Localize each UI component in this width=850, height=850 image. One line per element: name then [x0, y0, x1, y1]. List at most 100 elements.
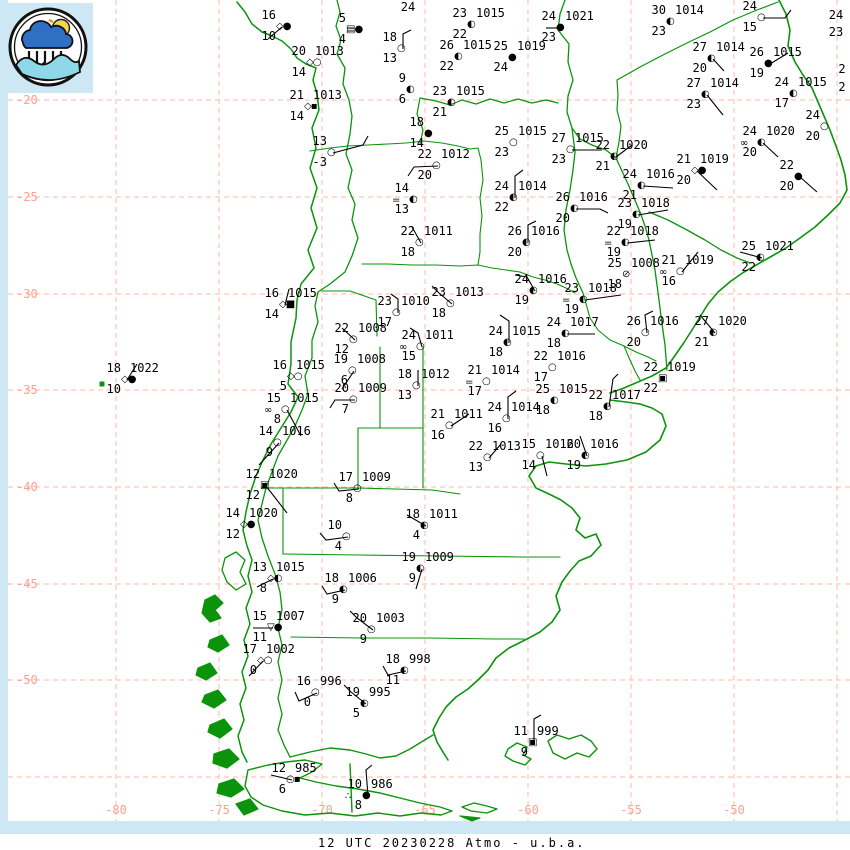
station-pressure: 1015 [773, 45, 802, 59]
station-pressure: 1016 [282, 424, 311, 438]
station-temperature: 16 [272, 358, 287, 372]
station-pressure: 1014 [716, 40, 745, 54]
station-dewpoint: 7 [341, 402, 349, 416]
station-weather-symbol: ∞ [740, 138, 749, 149]
wind-barb [541, 455, 548, 477]
station-pressure: 1015 [798, 75, 827, 89]
station-symbol: ◐ [581, 450, 590, 461]
wind-barb [409, 327, 423, 348]
station-symbol: ◐ [757, 137, 766, 148]
station-symbol: ◇● [691, 165, 706, 176]
wind-barb [499, 314, 510, 343]
station-pressure: 1013 [313, 88, 342, 102]
station-symbol: ○ [311, 687, 320, 698]
station-temperature: 23 [377, 294, 392, 308]
station-symbol: ● [424, 128, 433, 139]
station-dewpoint: 21 [432, 105, 447, 119]
station-symbol: ▣ [528, 737, 538, 748]
station-dewpoint: 10 [106, 382, 121, 396]
lon-axis-label: -75 [208, 803, 230, 817]
station-dewpoint: 18 [546, 336, 561, 350]
station-temperature: 10 [347, 777, 362, 791]
station-pressure: 1022 [130, 361, 159, 375]
station-pressure: 1019 [700, 152, 729, 166]
station-temperature: 24 [742, 124, 757, 138]
station-dewpoint: 22 [741, 260, 756, 274]
station-label: 2 [838, 80, 846, 94]
station-symbol: ◐ [610, 151, 619, 162]
station-pressure: 1015 [512, 324, 541, 338]
lat-axis-label: -40 [16, 480, 38, 494]
station-pressure: 1016 [557, 349, 586, 363]
station-temperature: 17 [338, 470, 353, 484]
station-temperature: 16 [296, 674, 311, 688]
station-symbol: ○ [566, 144, 575, 155]
station-temperature: 27 [692, 40, 707, 54]
wind-barb [265, 485, 288, 514]
station-symbol: ○ [536, 450, 545, 461]
station-pressure: 1012 [441, 147, 470, 161]
station-pressure: 1008 [631, 256, 660, 270]
wind-barb [527, 220, 537, 243]
station-temperature: 22 [533, 349, 548, 363]
station-dewpoint: 19 [617, 217, 632, 231]
patagonia-borders [282, 553, 561, 640]
wind-barb [319, 532, 349, 541]
station-symbol: ○ [412, 380, 421, 391]
station-symbol: ◐ [467, 19, 476, 30]
magellan-south-coast [289, 734, 434, 759]
station-temperature: 21 [661, 253, 676, 267]
station-symbol: ○ [483, 452, 492, 463]
station-dewpoint: 12 [225, 527, 240, 541]
station-temperature: 23 [617, 196, 632, 210]
station-dewpoint: 17 [377, 315, 392, 329]
station-symbol: ▤● [346, 24, 363, 35]
station-pressure: 1008 [358, 321, 387, 335]
station-pressure: 1015 [290, 391, 319, 405]
station-symbol: ◐ [360, 698, 369, 709]
station-symbol: ○ [349, 334, 358, 345]
station-symbol: ◇● [276, 21, 291, 32]
wind-barb [126, 363, 138, 381]
station-temperature: 16 [264, 286, 279, 300]
station-pressure: 1019 [517, 39, 546, 53]
station-temperature: 20 [352, 611, 367, 625]
station-symbol: ○ [676, 266, 685, 277]
station-pressure: 1009 [358, 381, 387, 395]
station-pressure: 1020 [269, 467, 298, 481]
station-symbol: ● [362, 790, 371, 801]
wind-barb [332, 135, 369, 154]
station-dewpoint: 22 [494, 200, 509, 214]
malvinas-islands [504, 734, 598, 766]
station-temperature: 15 [252, 609, 267, 623]
station-temperature: 24 [401, 328, 416, 342]
station-dewpoint: 9 [408, 571, 416, 585]
station-pressure: 1020 [249, 506, 278, 520]
station-temperature: 21 [430, 407, 445, 421]
station-temperature: 24 [546, 315, 561, 329]
station-temperature: 26 [507, 224, 522, 238]
station-pressure: 1016 [590, 437, 619, 451]
station-dewpoint: 8 [345, 491, 353, 505]
station-temperature: 18 [385, 652, 400, 666]
station-temperature: 22 [606, 224, 621, 238]
station-dewpoint: 20 [692, 61, 707, 75]
station-pressure: 1014 [675, 3, 704, 17]
station-symbol: ○ [502, 413, 511, 424]
station-dewpoint: 13 [394, 202, 409, 216]
station-symbol: ◐ [579, 294, 588, 305]
station-temperature: 22 [595, 138, 610, 152]
station-pressure: 1015 [288, 286, 317, 300]
station-dewpoint: 22 [452, 27, 467, 41]
station-label: 2 [838, 62, 846, 76]
station-temperature: 23 [452, 6, 467, 20]
wind-barb [349, 610, 374, 631]
station-symbol: ◐ [561, 328, 570, 339]
station-symbol: ◐ [522, 237, 531, 248]
station-symbol: ◇● [121, 374, 136, 385]
station-dewpoint: 9 [359, 632, 367, 646]
station-symbol: ◐ [632, 209, 641, 220]
